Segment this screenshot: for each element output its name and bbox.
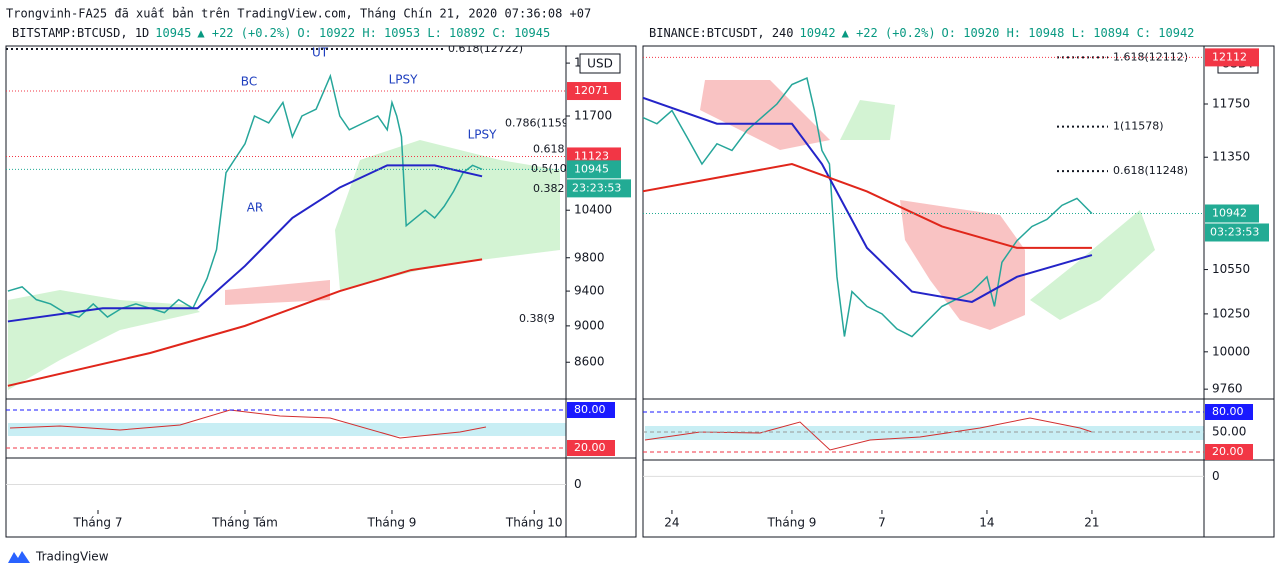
currency-label: USD	[587, 57, 613, 71]
x-tick-label: Tháng Tám	[211, 516, 278, 530]
symbol-line: BITSTAMP:BTCUSD, 1D 10945 ▲ +22 (+0.2%) O: …	[12, 26, 550, 40]
y-tick-label: 9000	[574, 318, 605, 332]
annotation: BC	[241, 75, 257, 89]
x-tick-label: Tháng 9	[366, 516, 416, 530]
symbol-ohlc: O: 10920 H: 10948 L: 10894 C: 10942	[942, 26, 1195, 40]
price-label: 10945	[574, 162, 609, 175]
rsi-band	[8, 423, 566, 436]
price-label: 10942	[1212, 206, 1247, 219]
symbol-change: ▲ +22 (+0.2%)	[842, 26, 936, 40]
x-tick-label: 14	[979, 516, 994, 530]
symbol-line: BINANCE:BTCUSDT, 240 10942 ▲ +22 (+0.2%) O:…	[649, 26, 1194, 40]
symbol-last: 10945	[155, 26, 191, 40]
panel-frame	[642, 45, 1275, 538]
rsi-line	[9, 409, 487, 439]
rsi-label-box	[1205, 444, 1253, 460]
right-clouds	[700, 80, 1155, 330]
fib-label: 0.38(9	[519, 312, 555, 325]
fib-label: 0.5(10951	[531, 162, 588, 175]
price-line	[7, 258, 483, 387]
rsi-label: 80.00	[574, 403, 606, 416]
price-line	[643, 77, 1093, 338]
y-tick-label: 9760	[1212, 382, 1243, 396]
y-tick-label: 11700	[574, 109, 612, 123]
y-tick-label: 10000	[1212, 344, 1250, 358]
y-tick-label: 9400	[574, 284, 605, 298]
fib-label: 1(11578)	[1113, 120, 1164, 133]
y-tick-label: 8600	[574, 355, 605, 369]
x-tick-label: 21	[1084, 516, 1099, 530]
countdown: 23:23:53	[572, 181, 621, 194]
x-tick-label: 7	[878, 516, 886, 530]
annotation: AR	[247, 201, 264, 215]
y-tick-label: 10550	[1212, 262, 1250, 276]
symbol-change: ▲ +22 (+0.2%)	[197, 26, 291, 40]
annotation: LPSY	[468, 128, 498, 142]
price-pane: 1.618(12112)1(11578)0.618(11248)	[643, 50, 1188, 338]
currency-box	[579, 53, 621, 74]
y-tick-label: 11750	[1212, 97, 1250, 111]
footer-brand: TradingView	[35, 550, 109, 564]
fib-label: 0.618(11248)	[1113, 164, 1188, 177]
price-line	[7, 73, 483, 318]
rsi-label: 20.00	[574, 441, 606, 454]
rsi-band	[645, 426, 1204, 440]
fib-label: 0.382(106	[533, 182, 590, 195]
x-tick-label: 24	[664, 516, 679, 530]
symbol-symbol: BINANCE:BTCUSDT, 240	[649, 26, 794, 40]
price-pane: 0.618(12722) 0.786(1159 0.618(112 0.5(10951…	[6, 42, 590, 387]
price-line	[643, 96, 1093, 303]
y-tick-label: 11350	[1212, 150, 1250, 164]
countdown-box	[1205, 223, 1269, 242]
price-label-box	[1205, 48, 1259, 67]
annotation: UT	[312, 46, 329, 60]
price-line	[7, 164, 483, 323]
y-tick-label: 10250	[1212, 306, 1250, 320]
x-tick-label: Tháng 9	[766, 516, 816, 530]
countdown-box	[567, 179, 631, 198]
price-label-box	[1205, 204, 1259, 223]
macd-tick-label: 0	[574, 477, 582, 491]
fib-label: 0.618(12722)	[448, 42, 523, 55]
rsi-label-box	[1205, 404, 1253, 420]
annotation: LPSY	[389, 73, 419, 87]
tv-logo: TradingView	[8, 550, 109, 564]
price-label: 12112	[1212, 50, 1247, 63]
price-label-box	[567, 160, 621, 179]
symbol-symbol: BITSTAMP:BTCUSD, 1D	[12, 26, 149, 40]
price-label: 11123	[574, 149, 609, 162]
price-label-box	[567, 82, 621, 101]
symbol-ohlc: O: 10922 H: 10953 L: 10892 C: 10945	[297, 26, 550, 40]
y-tick-label: 9800	[574, 250, 605, 264]
macd-tick-label: 0	[1212, 469, 1220, 483]
x-tick-label: Tháng 7	[73, 516, 123, 530]
price-label: 12071	[574, 84, 609, 97]
y-tick-label: 10400	[574, 203, 612, 217]
x-tick-label: Tháng 10	[505, 516, 563, 530]
fib-label: 0.618(112	[533, 143, 590, 156]
countdown: 03:23:53	[1210, 225, 1259, 238]
price-line	[643, 162, 1092, 249]
panel-frame	[5, 45, 637, 538]
rsi-line	[644, 417, 1093, 451]
rsi-label: 20.00	[1212, 445, 1244, 458]
rsi-label-box	[567, 440, 615, 457]
rsi-label: 80.00	[1212, 405, 1244, 418]
left-clouds	[8, 140, 560, 390]
rsi-label: 50.00	[1212, 425, 1246, 439]
y-tick-label: 1	[574, 56, 582, 70]
rsi-label-box	[567, 402, 615, 419]
publish-header: Trongvinh-FA25 đã xuất bản trên TradingV…	[6, 7, 591, 21]
symbol-last: 10942	[800, 26, 836, 40]
fib-label: 0.786(1159	[505, 117, 569, 130]
